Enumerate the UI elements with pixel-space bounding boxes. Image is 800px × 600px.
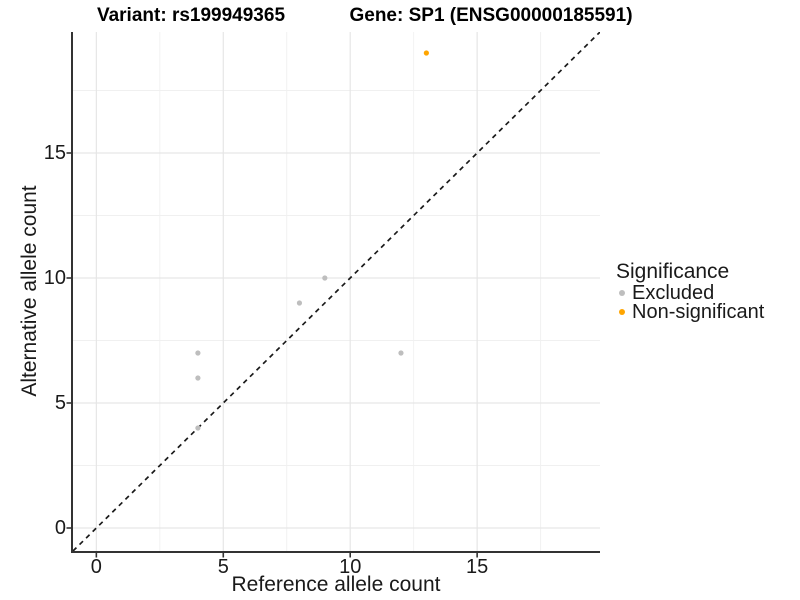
x-tick-label: 5	[217, 556, 229, 578]
legend-items: Excluded Non-significant	[612, 282, 765, 323]
plot-title-variant: Variant: rs199949365	[96, 5, 286, 26]
x-tick-label: 15	[466, 556, 489, 578]
data-point-excluded	[195, 425, 201, 431]
legend-title: Significance	[616, 260, 730, 283]
data-point-excluded	[195, 350, 201, 356]
legend-dot-icon	[619, 290, 625, 297]
y-tick-label: 0	[54, 517, 66, 539]
legend-item-label: Excluded	[632, 282, 715, 305]
y-tick-label: 10	[43, 267, 66, 289]
x-tick-label: 10	[339, 556, 362, 578]
data-point-excluded	[296, 300, 303, 306]
data-point-excluded	[322, 275, 328, 281]
legend-dot-icon	[619, 308, 625, 315]
data-point-excluded	[398, 350, 404, 356]
x-axis-title: Reference allele count	[231, 573, 441, 596]
y-tick-label: 15	[43, 142, 66, 164]
legend: Significance Excluded Non-significant	[612, 260, 765, 323]
legend-item-non-significant: Non-significant	[612, 300, 765, 323]
data-point-non-significant	[423, 50, 429, 56]
data-point-excluded	[195, 375, 201, 381]
identity-dashed-line	[73, 32, 600, 551]
y-tick-label: 5	[54, 392, 66, 414]
legend-item-excluded: Excluded	[612, 282, 764, 305]
y-axis-title: Alternative allele count	[18, 185, 41, 397]
plot-title-gene: Gene: SP1 (ENSG00000185591)	[349, 5, 633, 26]
x-tick-label: 0	[90, 556, 102, 578]
legend-item-label: Non-significant	[632, 300, 765, 323]
